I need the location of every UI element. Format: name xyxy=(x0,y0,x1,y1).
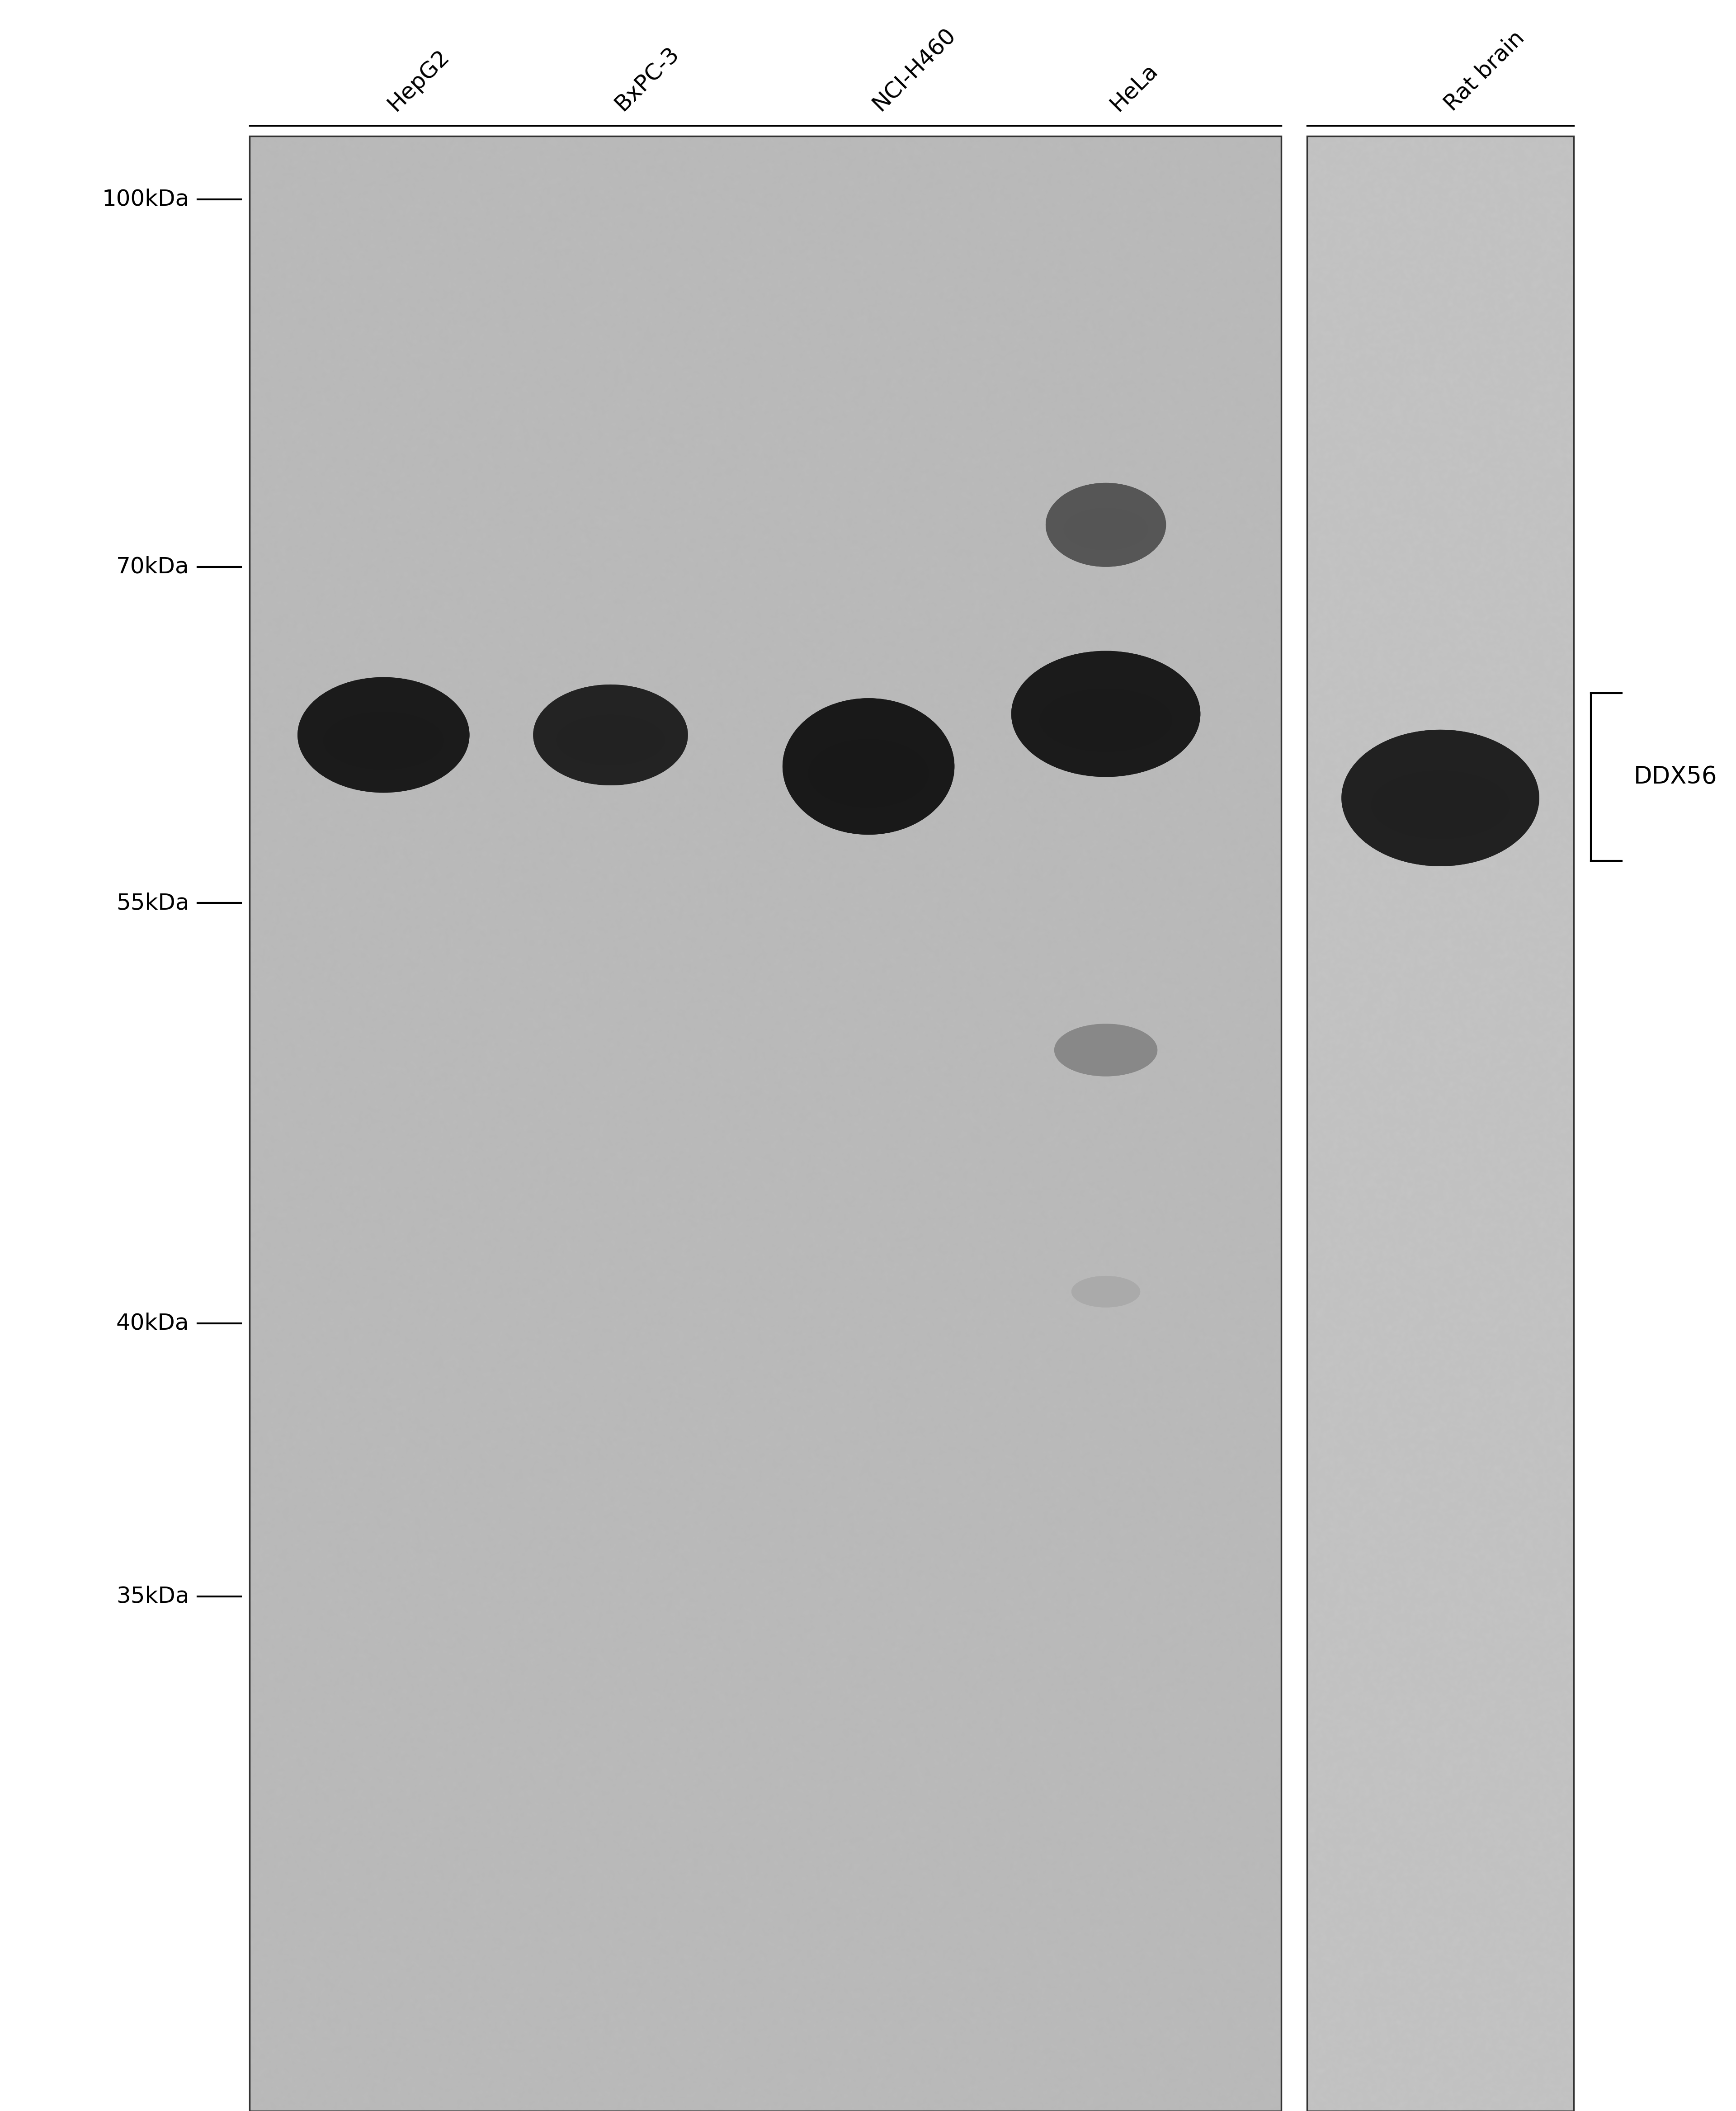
Ellipse shape xyxy=(1069,1039,1142,1066)
Text: 55kDa: 55kDa xyxy=(116,893,189,914)
Ellipse shape xyxy=(1064,509,1147,551)
Text: BxPC-3: BxPC-3 xyxy=(611,42,682,116)
Ellipse shape xyxy=(1371,771,1510,838)
Text: HepG2: HepG2 xyxy=(384,44,453,116)
Ellipse shape xyxy=(533,684,687,785)
Text: 70kDa: 70kDa xyxy=(116,555,189,578)
Ellipse shape xyxy=(533,684,687,785)
Ellipse shape xyxy=(809,739,929,806)
Text: NCI-H460: NCI-H460 xyxy=(868,23,960,116)
Ellipse shape xyxy=(1342,730,1540,866)
Ellipse shape xyxy=(297,678,469,794)
Ellipse shape xyxy=(297,678,469,794)
Text: DDX56: DDX56 xyxy=(1634,764,1717,790)
Bar xyxy=(1307,137,1573,2111)
Ellipse shape xyxy=(323,711,444,771)
Ellipse shape xyxy=(1040,688,1172,752)
Ellipse shape xyxy=(556,716,665,764)
Bar xyxy=(250,137,1281,2111)
Ellipse shape xyxy=(1045,483,1167,568)
Text: Rat brain: Rat brain xyxy=(1441,27,1529,116)
Ellipse shape xyxy=(1071,1275,1141,1307)
Ellipse shape xyxy=(1040,688,1172,752)
Ellipse shape xyxy=(1045,483,1167,568)
Ellipse shape xyxy=(1012,650,1200,777)
Ellipse shape xyxy=(1071,1275,1141,1307)
Ellipse shape xyxy=(1064,509,1147,551)
Ellipse shape xyxy=(1082,1286,1130,1300)
Ellipse shape xyxy=(556,716,665,764)
Ellipse shape xyxy=(1054,1024,1158,1077)
Ellipse shape xyxy=(809,739,929,806)
Text: HeLa: HeLa xyxy=(1106,59,1161,116)
Bar xyxy=(250,137,1281,2111)
Ellipse shape xyxy=(1069,1039,1142,1066)
Ellipse shape xyxy=(1082,1286,1130,1300)
Bar xyxy=(1307,137,1573,2111)
Text: 100kDa: 100kDa xyxy=(102,188,189,211)
Ellipse shape xyxy=(1371,771,1510,838)
Ellipse shape xyxy=(783,699,955,834)
Ellipse shape xyxy=(1342,730,1540,866)
Ellipse shape xyxy=(783,699,955,834)
Text: 40kDa: 40kDa xyxy=(116,1313,189,1334)
Text: 35kDa: 35kDa xyxy=(116,1585,189,1606)
Ellipse shape xyxy=(323,711,444,771)
Ellipse shape xyxy=(1012,650,1200,777)
Ellipse shape xyxy=(1054,1024,1158,1077)
